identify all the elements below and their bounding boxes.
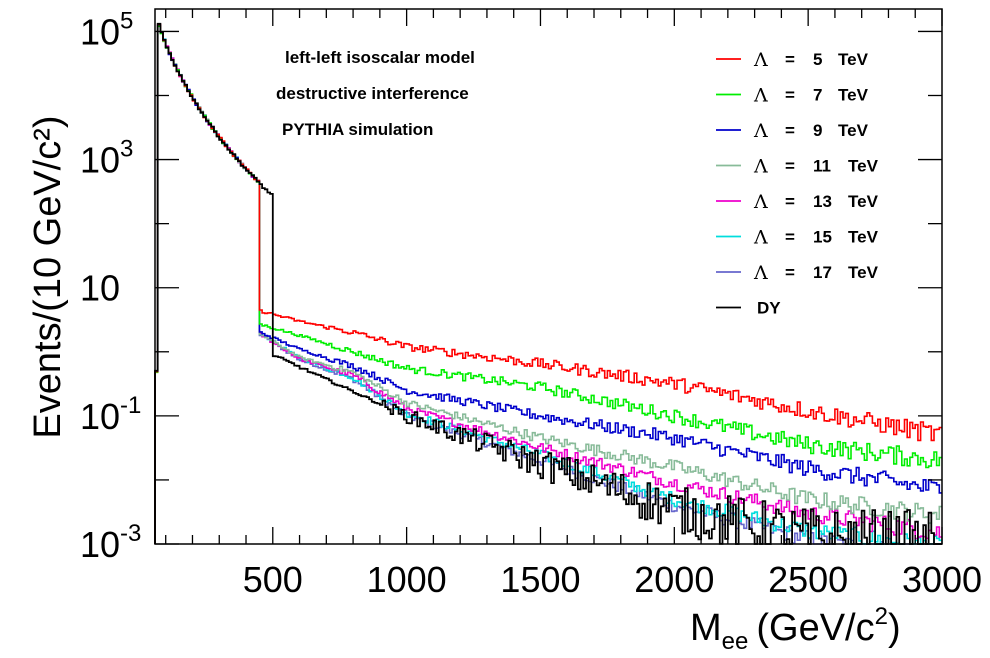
x-tick-label: 2500 xyxy=(768,559,848,600)
legend-unit: TeV xyxy=(838,86,869,105)
legend-value: 17 xyxy=(813,263,832,282)
x-tick-label: 1000 xyxy=(367,559,447,600)
legend-eq: = xyxy=(785,50,795,69)
legend-eq: = xyxy=(785,228,795,247)
x-axis-title-sub: ee xyxy=(722,628,749,655)
annotation-interference: destructive interference xyxy=(276,84,469,103)
legend-unit: TeV xyxy=(838,50,869,69)
legend-value: 11 xyxy=(813,157,831,176)
curves-layer xyxy=(154,22,942,545)
legend-unit: TeV xyxy=(848,263,879,282)
legend-lambda: Λ xyxy=(753,227,768,249)
legend-label-dy: DY xyxy=(757,299,781,318)
series-line-dy xyxy=(154,22,942,545)
series-line-9 xyxy=(154,24,942,544)
ticks-layer xyxy=(155,9,943,545)
legend-value: 7 xyxy=(813,86,822,105)
x-axis-title-end: ) xyxy=(888,607,901,649)
legend-eq: = xyxy=(785,86,795,105)
annotation-simulation: PYTHIA simulation xyxy=(282,120,433,139)
x-tick-label: 3000 xyxy=(902,559,982,600)
legend-value: 15 xyxy=(813,228,832,247)
annotation-model: left-left isoscalar model xyxy=(285,48,475,67)
legend-lambda: Λ xyxy=(753,191,768,213)
legend: Λ = 5 TeV Λ = 7 TeV Λ = 9 TeV Λ = 11 TeV Λ = 13 TeV Λ = 15 TeV Λ… xyxy=(716,49,879,318)
y-tick-label: 103 xyxy=(80,136,133,181)
legend-lambda: Λ xyxy=(753,156,768,178)
legend-lambda: Λ xyxy=(753,49,768,71)
y-tick-label: 105 xyxy=(80,7,133,52)
legend-eq: = xyxy=(785,192,795,211)
legend-value: 13 xyxy=(813,192,832,211)
legend-eq: = xyxy=(785,157,795,176)
series-line-7 xyxy=(154,25,942,544)
series-line-5 xyxy=(154,23,942,544)
legend-eq: = xyxy=(785,121,795,140)
legend-unit: TeV xyxy=(848,192,879,211)
x-axis-title-main: M xyxy=(690,607,722,649)
legend-unit: TeV xyxy=(848,228,879,247)
y-tick-label: 10 xyxy=(80,268,120,309)
legend-value: 5 xyxy=(813,50,822,69)
x-axis-title-sup: 2 xyxy=(875,603,888,630)
y-axis-title-text: Events/(10 GeV/c²) xyxy=(27,115,69,438)
x-tick-label: 500 xyxy=(243,559,303,600)
legend-unit: TeV xyxy=(838,121,869,140)
x-tick-label: 1500 xyxy=(500,559,580,600)
legend-value: 9 xyxy=(813,121,822,140)
x-axis-title-rest: (GeV/c xyxy=(756,607,874,649)
legend-lambda: Λ xyxy=(753,120,768,142)
legend-lambda: Λ xyxy=(753,262,768,284)
plot-frame xyxy=(154,8,943,545)
tick-labels-layer: 500 1000 1500 2000 2500 3000 105 103 10 10-1 10-3 xyxy=(80,7,982,600)
legend-eq: = xyxy=(785,263,795,282)
legend-unit: TeV xyxy=(848,157,879,176)
y-tick-label: 10-3 xyxy=(80,520,141,565)
x-axis-title: Mee (GeV/c2) xyxy=(690,603,901,655)
series-line-11 xyxy=(154,24,942,544)
x-tick-label: 2000 xyxy=(634,559,714,600)
legend-lambda: Λ xyxy=(753,85,768,107)
y-tick-label: 10-1 xyxy=(80,392,141,437)
y-axis-title: Events/(10 GeV/c²) xyxy=(27,115,69,438)
